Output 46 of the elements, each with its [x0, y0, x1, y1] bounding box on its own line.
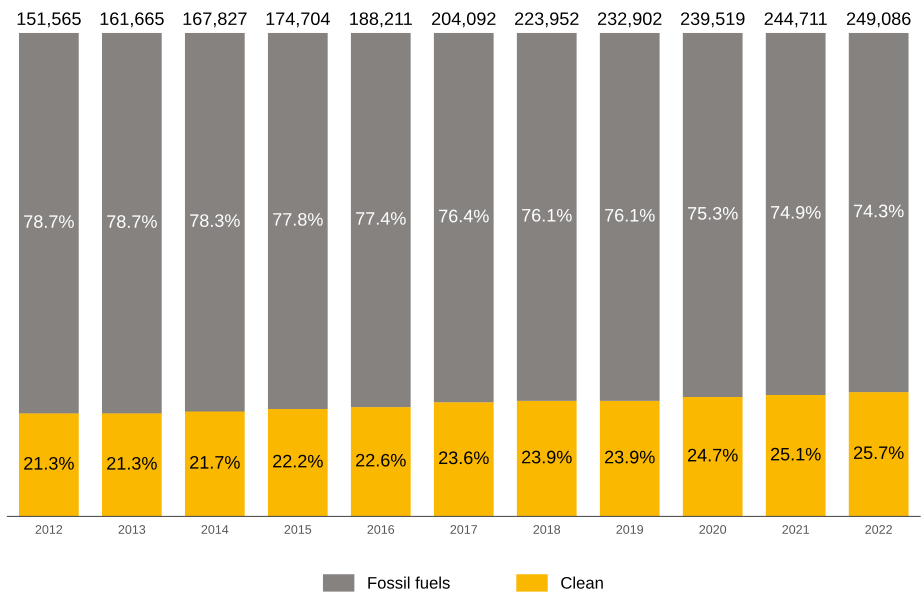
x-tick-label: 2013 [118, 525, 146, 534]
annotation: 249,086 [846, 12, 911, 28]
data-label: 77.4% [356, 212, 406, 225]
annotation: 174,704 [266, 12, 330, 28]
annotation: 223,952 [515, 12, 578, 28]
annotation: 232,902 [598, 12, 662, 28]
data-label: 74.9% [771, 206, 821, 219]
annotation: 188,211 [350, 12, 412, 28]
data-label: 78.7% [24, 215, 74, 228]
x-tick-label: 2021 [782, 525, 809, 534]
data-label: 23.9% [522, 450, 572, 464]
data-label: 74.3% [854, 204, 904, 218]
annotation: 167,827 [184, 12, 247, 28]
legend-label: Fossil fuels [368, 576, 450, 589]
annotation: 244,711 [764, 12, 827, 28]
data-label: 22.6% [356, 454, 406, 467]
data-label: 22.2% [273, 454, 323, 468]
x-tick-label: 2016 [368, 525, 394, 534]
data-label: 24.7% [688, 448, 738, 462]
x-tick-label: 2022 [865, 525, 892, 534]
annotation: 161,665 [100, 12, 164, 28]
annotation: 204,092 [432, 12, 496, 28]
x-tick-label: 2017 [450, 525, 478, 534]
data-label: 23.9% [605, 450, 655, 464]
annotation: 151,565 [18, 12, 81, 28]
data-label: 23.6% [439, 451, 489, 464]
data-label: 78.7% [107, 215, 157, 228]
x-tick-label: 2015 [284, 525, 312, 534]
data-label: 75.3% [688, 206, 738, 220]
data-label: 76.1% [605, 208, 655, 222]
data-label: 21.3% [107, 456, 157, 470]
x-tick-label: 2020 [699, 525, 726, 534]
legend-label: Clean [561, 576, 603, 589]
data-label: 25.1% [771, 448, 821, 461]
x-tick-label: 2019 [616, 525, 644, 534]
data-label: 76.1% [522, 208, 572, 222]
x-tick-label: 2018 [533, 525, 560, 534]
annotation: 239,519 [680, 12, 744, 28]
data-label: 76.4% [439, 210, 489, 222]
data-label: 78.3% [190, 214, 240, 227]
x-tick-label: 2014 [202, 525, 228, 534]
x-tick-label: 2012 [36, 525, 62, 534]
data-label: 21.3% [24, 456, 74, 470]
data-label: 77.8% [273, 213, 323, 226]
data-label: 25.7% [854, 446, 904, 460]
data-label: 21.7% [190, 456, 240, 469]
